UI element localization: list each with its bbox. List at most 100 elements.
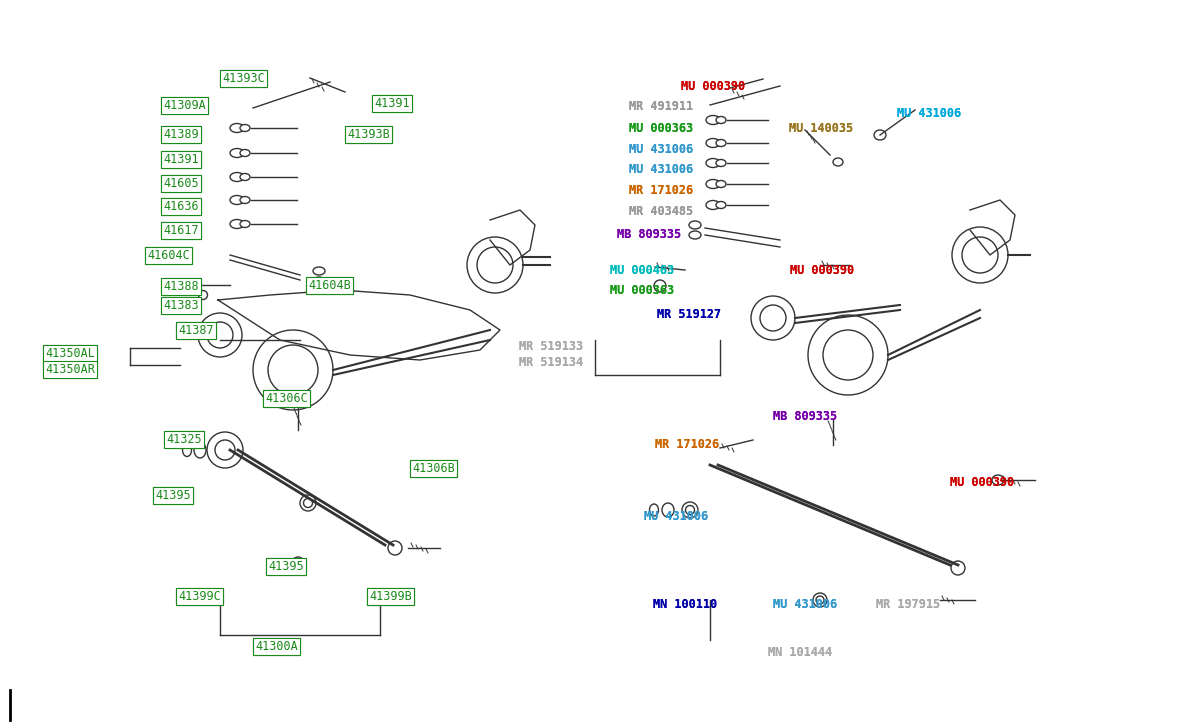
Ellipse shape [716,202,726,208]
Text: 41306C: 41306C [265,392,307,405]
Ellipse shape [240,149,250,157]
Text: 41399C: 41399C [178,590,221,603]
Text: 41306B: 41306B [412,462,454,475]
Text: 41383: 41383 [162,299,199,312]
Ellipse shape [300,495,315,511]
Text: MU 431006: MU 431006 [644,510,709,523]
Text: 41389: 41389 [162,128,199,141]
Text: 41399C: 41399C [178,590,221,603]
Text: 41636: 41636 [162,200,199,213]
Text: MU 431006: MU 431006 [897,107,962,120]
Circle shape [207,432,242,468]
Ellipse shape [240,173,250,181]
Ellipse shape [292,557,304,569]
Text: 41391: 41391 [162,153,199,166]
Text: 41387: 41387 [178,324,213,337]
Text: MR 171026: MR 171026 [629,184,693,197]
Ellipse shape [230,173,244,181]
Text: 41350AR: 41350AR [45,363,95,376]
Ellipse shape [313,267,325,275]
Ellipse shape [654,280,666,292]
Text: 41395: 41395 [268,560,304,573]
Ellipse shape [230,149,244,157]
Text: MR 519127: MR 519127 [657,308,722,321]
Circle shape [952,227,1008,283]
Text: 41391: 41391 [374,97,410,110]
Circle shape [962,237,998,273]
Text: MU 000363: MU 000363 [610,284,674,297]
Ellipse shape [716,116,726,124]
Ellipse shape [230,196,244,205]
Text: 41350AR: 41350AR [45,363,95,376]
Ellipse shape [716,140,726,146]
Text: MR 171026: MR 171026 [654,438,719,451]
Ellipse shape [716,181,726,188]
Ellipse shape [689,231,701,239]
Text: 41387: 41387 [178,324,213,337]
Text: MU 140035: MU 140035 [789,122,853,135]
Text: MN 100110: MN 100110 [653,598,717,611]
Text: MU 000390: MU 000390 [790,264,855,277]
Ellipse shape [951,561,965,575]
Text: 41309A: 41309A [162,99,206,112]
Text: 41399B: 41399B [370,590,412,603]
Text: MU 000390: MU 000390 [950,476,1015,489]
Text: MU 000390: MU 000390 [681,80,745,93]
Ellipse shape [230,124,244,132]
Text: MR 171026: MR 171026 [629,184,693,197]
Text: MR 197915: MR 197915 [876,598,940,611]
Text: MU 000463: MU 000463 [610,264,674,277]
Ellipse shape [313,277,325,285]
Text: 41306B: 41306B [412,462,454,475]
Text: MR 519134: MR 519134 [519,356,583,369]
Text: MR 197915: MR 197915 [876,598,940,611]
Text: MR 519133: MR 519133 [519,340,583,353]
Text: 41393B: 41393B [347,128,390,141]
Ellipse shape [875,130,886,140]
Text: 41389: 41389 [162,128,199,141]
Text: MU 431006: MU 431006 [773,598,837,611]
Text: 41393B: 41393B [347,128,390,141]
Ellipse shape [816,596,824,604]
Text: MU 140035: MU 140035 [789,122,853,135]
Text: MU 431006: MU 431006 [897,107,962,120]
Text: 41395: 41395 [155,489,191,502]
Ellipse shape [388,541,403,555]
Text: MN 101444: MN 101444 [769,646,832,659]
Text: MR 403485: MR 403485 [629,205,693,218]
Text: 41388: 41388 [162,280,199,293]
Ellipse shape [681,502,698,518]
Text: MR 491911: MR 491911 [629,100,693,113]
Text: 41300A: 41300A [255,640,298,653]
Text: MU 431006: MU 431006 [644,510,709,523]
Text: MU 000363: MU 000363 [610,284,674,297]
Ellipse shape [230,220,244,229]
Text: MR 403485: MR 403485 [629,205,693,218]
Text: MR 491911: MR 491911 [629,100,693,113]
Text: MR 519133: MR 519133 [519,340,583,353]
Text: 41350AL: 41350AL [45,347,95,360]
Text: 41383: 41383 [162,299,199,312]
Text: MU 000390: MU 000390 [790,264,855,277]
Ellipse shape [992,475,1004,485]
Text: 41604B: 41604B [308,279,351,292]
Text: 41395: 41395 [268,560,304,573]
Ellipse shape [706,138,720,148]
Text: 41306C: 41306C [265,392,307,405]
Text: MU 431006: MU 431006 [629,163,693,176]
Ellipse shape [716,159,726,167]
Text: 41617: 41617 [162,224,199,237]
Text: 41391: 41391 [374,97,410,110]
Text: 41604B: 41604B [308,279,351,292]
Text: MU 431006: MU 431006 [629,143,693,156]
Ellipse shape [706,180,720,189]
Ellipse shape [304,499,313,507]
Text: MR 519134: MR 519134 [519,356,583,369]
Ellipse shape [833,158,843,166]
Text: MU 000363: MU 000363 [629,122,693,135]
Text: MR 519127: MR 519127 [657,308,722,321]
Text: 41604C: 41604C [147,249,189,262]
Text: MB 809335: MB 809335 [773,410,837,423]
Circle shape [477,247,513,283]
Circle shape [807,315,887,395]
